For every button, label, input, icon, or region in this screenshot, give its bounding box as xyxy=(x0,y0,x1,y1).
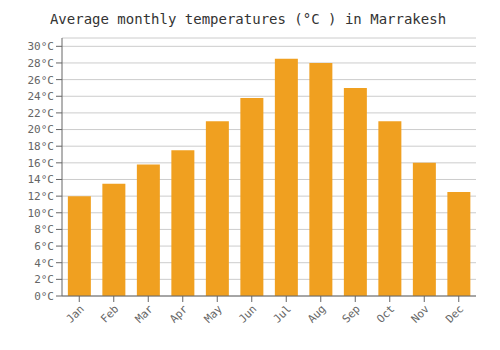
svg-text:Oct: Oct xyxy=(374,302,397,325)
svg-text:12°C: 12°C xyxy=(28,190,55,203)
svg-text:8°C: 8°C xyxy=(34,223,54,236)
svg-text:Dec: Dec xyxy=(443,302,466,325)
svg-text:Mar: Mar xyxy=(133,302,157,326)
svg-text:Apr: Apr xyxy=(167,302,191,326)
svg-text:18°C: 18°C xyxy=(28,140,55,153)
svg-text:0°C: 0°C xyxy=(34,290,54,303)
svg-text:Feb: Feb xyxy=(98,302,121,325)
svg-text:Nov: Nov xyxy=(409,302,433,326)
svg-text:22°C: 22°C xyxy=(28,107,55,120)
svg-text:10°C: 10°C xyxy=(28,207,55,220)
svg-text:6°C: 6°C xyxy=(34,240,54,253)
svg-text:28°C: 28°C xyxy=(28,57,55,70)
svg-text:24°C: 24°C xyxy=(28,90,55,103)
svg-text:4°C: 4°C xyxy=(34,257,54,270)
svg-text:May: May xyxy=(202,302,226,326)
svg-text:20°C: 20°C xyxy=(28,123,55,136)
svg-text:Sep: Sep xyxy=(340,302,363,325)
svg-text:Jun: Jun xyxy=(236,302,259,325)
svg-text:Aug: Aug xyxy=(305,302,328,325)
svg-text:Jul: Jul xyxy=(271,302,294,325)
svg-text:2°C: 2°C xyxy=(34,273,54,286)
svg-text:Jan: Jan xyxy=(64,302,87,325)
html-text:Average monthly temperatures (: Average monthly temperatures (°C ) in Ma… xyxy=(49,11,447,27)
svg-text:14°C: 14°C xyxy=(28,173,55,186)
svg-text:30°C: 30°C xyxy=(28,40,55,53)
svg-text:26°C: 26°C xyxy=(28,74,55,87)
svg-text:16°C: 16°C xyxy=(28,157,55,170)
